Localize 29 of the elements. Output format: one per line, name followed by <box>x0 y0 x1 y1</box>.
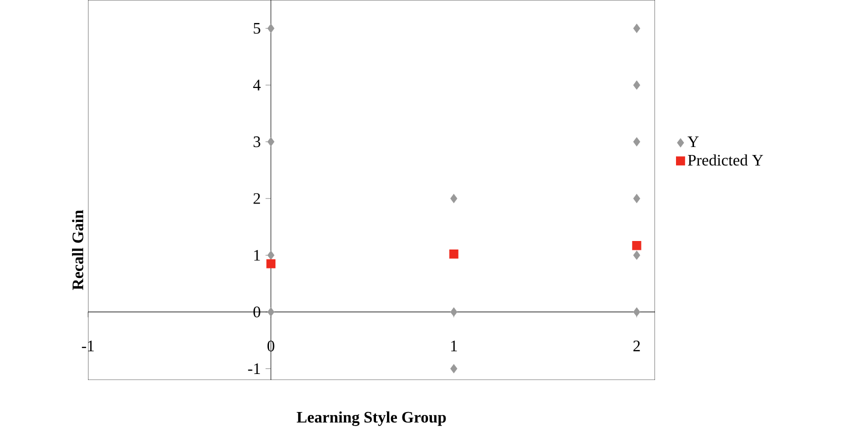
point <box>633 24 640 33</box>
x-tick-label: 1 <box>451 340 457 352</box>
legend-label: Y <box>688 136 699 148</box>
x-tick-label: -1 <box>82 340 94 352</box>
point <box>633 194 640 204</box>
point <box>450 307 458 316</box>
x-axis-title: Learning Style Group <box>296 411 446 426</box>
legend-label: Predicted Y <box>688 154 764 166</box>
point <box>633 307 640 316</box>
point <box>267 24 274 33</box>
point <box>633 137 640 146</box>
point <box>633 250 640 260</box>
y-tick-label: 4 <box>253 80 261 90</box>
point <box>450 194 458 204</box>
point <box>450 364 458 374</box>
point <box>633 80 640 90</box>
y-tick-label: -1 <box>248 363 260 374</box>
point <box>266 259 276 268</box>
point <box>632 241 642 250</box>
y-tick-label: 2 <box>254 193 260 204</box>
point <box>267 137 274 146</box>
point <box>267 250 274 260</box>
y-tick-label: 5 <box>254 23 260 34</box>
y-tick-label: 1 <box>254 250 260 261</box>
point <box>267 307 274 316</box>
y-axis-title: Recall Gain <box>72 210 84 290</box>
point <box>449 250 458 259</box>
x-tick-label: 2 <box>633 340 640 352</box>
y-tick-label: 3 <box>254 136 260 148</box>
